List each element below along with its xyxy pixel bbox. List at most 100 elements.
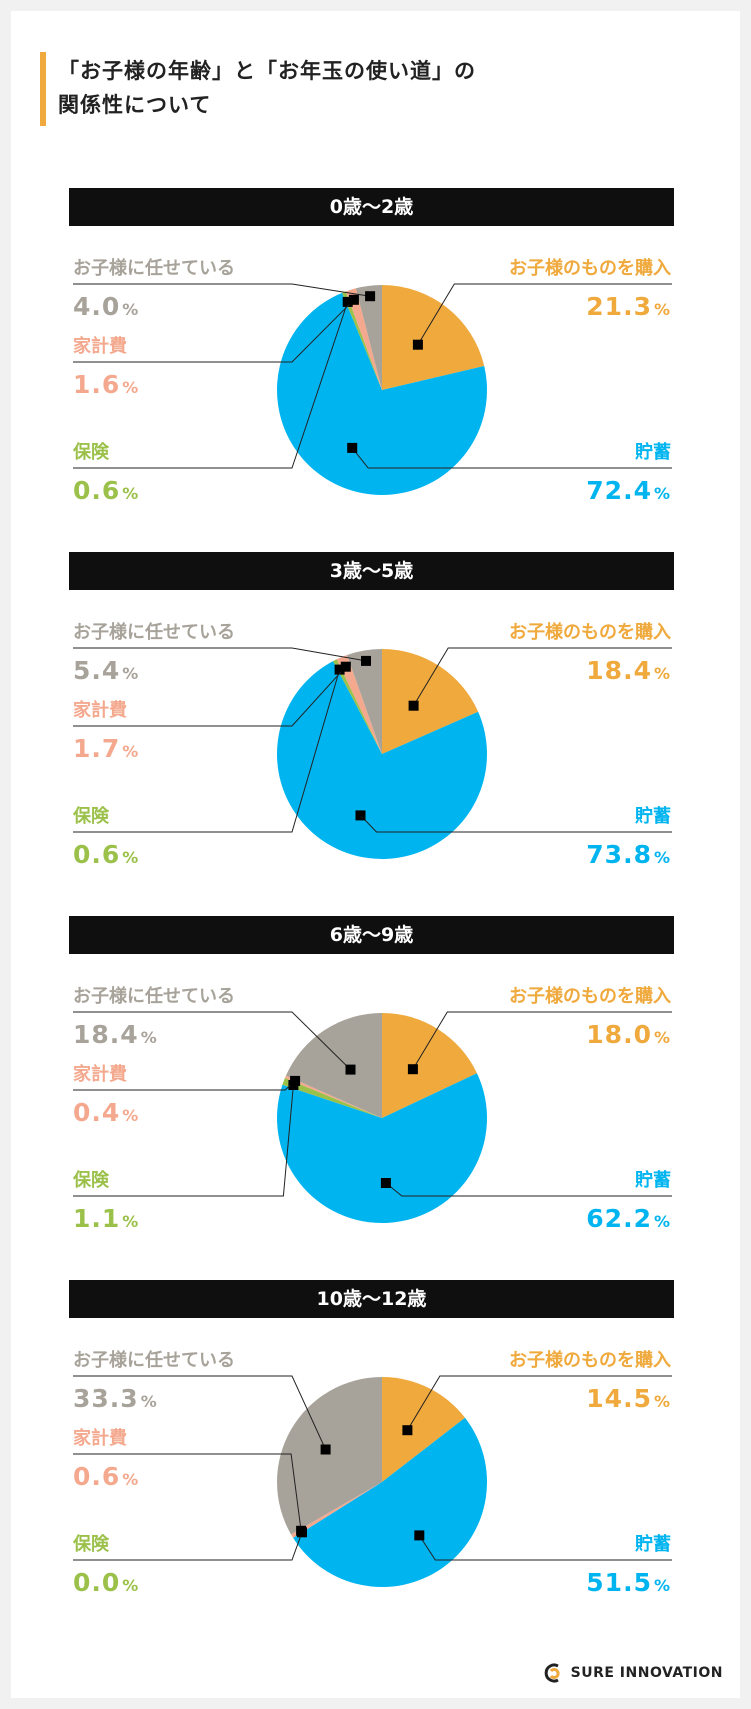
data-label-value: 33.3 <box>73 1384 139 1413</box>
data-label-kakeihi: 1.6% <box>73 370 139 399</box>
pie-chart <box>73 647 672 859</box>
leader-line-kodomo-kounyu <box>412 1011 672 1070</box>
marker-kakeihi <box>290 1075 301 1086</box>
pie-chart <box>73 1375 672 1588</box>
marker-makaseru <box>365 291 376 302</box>
page-title: 「お子様の年齢」と「お年玉の使い道」の 関係性について <box>58 54 476 122</box>
data-label-kodomo-kounyu: 18.0% <box>586 1020 671 1049</box>
data-label-unit: % <box>653 300 671 319</box>
leader-line-hoken <box>73 1532 303 1561</box>
data-label-unit: % <box>122 1106 140 1125</box>
data-label-value: 0.6 <box>73 1462 121 1491</box>
chart-section-1: 0歳〜2歳 お子様のものを購入 21.3% 貯蓄 72.4% 保険 0.6% 家計費 1.6% お… <box>0 188 751 528</box>
leader-line-kakeihi <box>73 299 355 363</box>
pie-slice-chochiku <box>276 661 487 859</box>
pie-slice-kakeihi <box>336 655 382 754</box>
data-label-unit: % <box>653 848 671 867</box>
marker-kodomo-kounyu <box>407 1064 418 1075</box>
marker-kodomo-kounyu <box>412 339 423 350</box>
brand-logo-text: SURE INNOVATION <box>570 1665 723 1681</box>
chart-section-3: 6歳〜9歳 お子様のものを購入 18.0% 貯蓄 62.2% 保険 1.1% 家計費 0.4% お… <box>0 916 751 1256</box>
legend-label-hoken: 保険 <box>73 442 109 463</box>
title-accent-bar <box>40 52 46 126</box>
data-label-value: 72.4 <box>586 476 652 505</box>
pie-slice-kodomo-kounyu <box>382 649 479 754</box>
brand-logo: SURE INNOVATION <box>543 1662 723 1684</box>
leader-line-chochiku <box>351 447 672 469</box>
data-label-unit: % <box>122 742 140 761</box>
marker-chochiku <box>347 442 358 453</box>
data-label-value: 1.1 <box>73 1204 121 1233</box>
data-label-hoken: 0.0% <box>73 1568 139 1597</box>
pie-slice-makaseru <box>347 649 382 754</box>
legend-label-kakeihi: 家計費 <box>73 700 127 721</box>
legend-label-hoken: 保険 <box>73 1170 109 1191</box>
pie-slice-kakeihi <box>284 1075 382 1118</box>
pie-slice-kakeihi <box>345 288 382 390</box>
data-label-value: 0.6 <box>73 840 121 869</box>
legend-label-kodomo-kounyu: お子様のものを購入 <box>509 622 671 643</box>
marker-makaseru <box>345 1064 356 1075</box>
chart-title: 10歳〜12歳 <box>69 1280 674 1318</box>
data-label-makaseru: 4.0% <box>73 292 139 321</box>
marker-hoken <box>342 296 353 307</box>
legend-label-makaseru: お子様に任せている <box>73 1350 235 1371</box>
data-label-unit: % <box>122 1212 140 1231</box>
data-label-chochiku: 62.2% <box>586 1204 671 1233</box>
leader-line-kodomo-kounyu <box>417 283 672 345</box>
legend-label-kodomo-kounyu: お子様のものを購入 <box>509 1350 671 1371</box>
data-label-unit: % <box>653 1028 671 1047</box>
data-label-hoken: 1.1% <box>73 1204 139 1233</box>
legend-label-kakeihi: 家計費 <box>73 336 127 357</box>
marker-makaseru <box>320 1444 331 1455</box>
pie-slice-hoken <box>342 291 382 390</box>
data-label-unit: % <box>122 848 140 867</box>
leader-line-makaseru <box>73 1011 351 1070</box>
data-label-kakeihi: 1.7% <box>73 734 139 763</box>
data-label-kodomo-kounyu: 14.5% <box>586 1384 671 1413</box>
data-label-unit: % <box>122 664 140 683</box>
legend-label-chochiku: 貯蓄 <box>635 442 671 463</box>
legend-label-hoken: 保険 <box>73 806 109 827</box>
marker-hoken <box>334 664 345 675</box>
data-label-unit: % <box>653 1392 671 1411</box>
data-label-unit: % <box>653 1576 671 1595</box>
leader-line-chochiku <box>418 1535 672 1561</box>
chart-section-2: 3歳〜5歳お子様のものを購入 18.4% 貯蓄 73.8% 保険 0.6% 家計費 1.7% お… <box>0 552 751 892</box>
data-label-value: 51.5 <box>586 1568 652 1597</box>
chart-section-4: 10歳〜12歳 お子様のものを購入 14.5% 貯蓄 51.5% 保険 0.0% 家計費 0.6… <box>0 1280 751 1620</box>
pie-slice-kakeihi <box>291 1482 382 1538</box>
legend-label-makaseru: お子様に任せている <box>73 986 235 1007</box>
data-label-value: 1.6 <box>73 370 121 399</box>
legend-label-makaseru: お子様に任せている <box>73 622 235 643</box>
data-label-value: 14.5 <box>586 1384 652 1413</box>
data-label-unit: % <box>653 484 671 503</box>
data-label-value: 4.0 <box>73 292 121 321</box>
data-label-unit: % <box>653 1212 671 1231</box>
pie-slice-makaseru <box>277 1377 382 1535</box>
leader-line-kodomo-kounyu <box>413 647 672 706</box>
pie-slice-chochiku <box>277 292 488 495</box>
data-label-unit: % <box>653 664 671 683</box>
legend-label-chochiku: 貯蓄 <box>635 1534 671 1555</box>
data-label-kodomo-kounyu: 21.3% <box>586 292 671 321</box>
data-label-unit: % <box>122 378 140 397</box>
leader-line-makaseru <box>73 1375 327 1450</box>
pie-slice-chochiku <box>293 1417 488 1588</box>
legend-label-chochiku: 貯蓄 <box>635 806 671 827</box>
data-label-hoken: 0.6% <box>73 476 139 505</box>
brand-logo-icon <box>544 1663 560 1683</box>
leader-line-kakeihi <box>73 1453 302 1531</box>
data-label-kakeihi: 0.4% <box>73 1098 139 1127</box>
chart-title: 3歳〜5歳 <box>69 552 674 590</box>
data-label-value: 62.2 <box>586 1204 652 1233</box>
pie-slice-kodomo-kounyu <box>382 1377 466 1482</box>
pie-slice-hoken <box>333 659 382 754</box>
legend-label-kakeihi: 家計費 <box>73 1064 127 1085</box>
data-label-value: 18.4 <box>586 656 652 685</box>
legend-label-kodomo-kounyu: お子様のものを購入 <box>509 258 671 279</box>
data-label-chochiku: 73.8% <box>586 840 671 869</box>
page-title-line-2: 関係性について <box>58 93 212 117</box>
data-label-unit: % <box>122 1576 140 1595</box>
legend-label-kodomo-kounyu: お子様のものを購入 <box>509 986 671 1007</box>
